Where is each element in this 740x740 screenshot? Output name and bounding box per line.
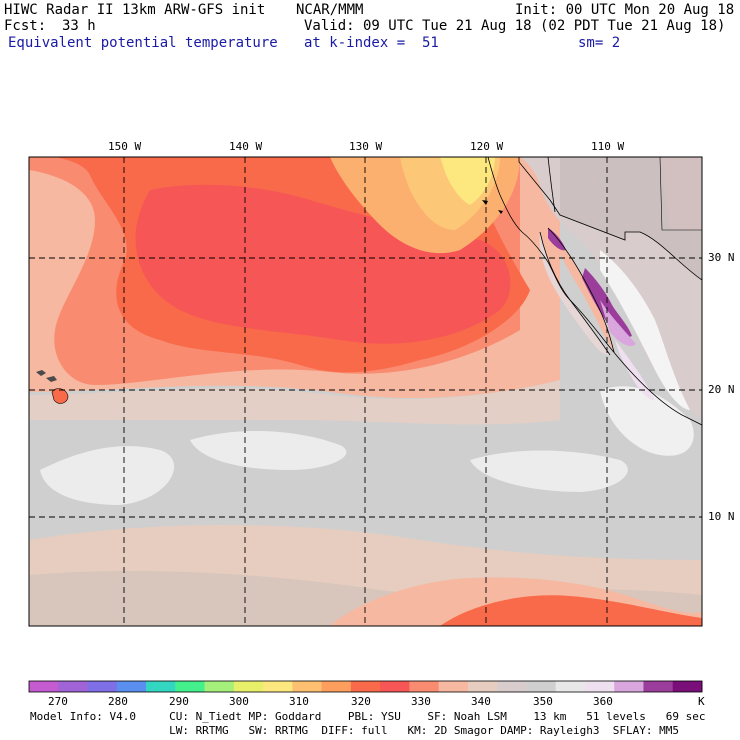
lon-label-110w: 110 W bbox=[591, 140, 625, 153]
legend-colorbar bbox=[28, 680, 703, 693]
theta-e-field bbox=[29, 157, 702, 626]
lat-label-20n: 20 N bbox=[708, 383, 735, 396]
legend-label-360: 360 bbox=[593, 695, 613, 708]
lon-label-150w: 150 W bbox=[108, 140, 142, 153]
legend-swatch bbox=[233, 681, 264, 692]
legend-swatch bbox=[643, 681, 674, 692]
lon-label-130w: 130 W bbox=[349, 140, 383, 153]
valid-time: Valid: 09 UTC Tue 21 Aug 18 (02 PDT Tue … bbox=[304, 18, 726, 34]
level-index: at k-index = 51 bbox=[304, 35, 439, 51]
legend-label-330: 330 bbox=[411, 695, 431, 708]
legend-swatch bbox=[409, 681, 440, 692]
forecast-hour: 33 h bbox=[62, 18, 96, 34]
init-time: Init: 00 UTC Mon 20 Aug 18 bbox=[515, 2, 735, 18]
legend-label-280: 280 bbox=[108, 695, 128, 708]
legend-swatch bbox=[321, 681, 352, 692]
lon-label-140w: 140 W bbox=[229, 140, 263, 153]
legend-swatch bbox=[526, 681, 557, 692]
model-info-line1: Model Info: V4.0 CU: N_Tiedt MP: Goddard… bbox=[30, 710, 706, 723]
field-name: Equivalent potential temperature bbox=[8, 35, 278, 51]
map-frame bbox=[28, 156, 703, 627]
legend-swatch bbox=[29, 681, 59, 692]
legend-label-270: 270 bbox=[48, 695, 68, 708]
lat-label-10n: 10 N bbox=[708, 510, 735, 523]
legend-swatch bbox=[87, 681, 118, 692]
legend-swatch bbox=[614, 681, 644, 692]
legend-swatch bbox=[497, 681, 527, 692]
legend-swatch bbox=[672, 681, 703, 692]
model-info-line2: LW: RRTMG SW: RRTMG DIFF: full KM: 2D Sm… bbox=[30, 724, 680, 737]
legend-swatch bbox=[146, 681, 176, 692]
legend-unit: K bbox=[698, 695, 705, 708]
legend-swatch bbox=[350, 681, 381, 692]
legend-swatch bbox=[584, 681, 615, 692]
smoothing-value: sm= 2 bbox=[578, 35, 621, 51]
legend-label-340: 340 bbox=[471, 695, 491, 708]
legend-label-290: 290 bbox=[169, 695, 189, 708]
legend-swatch bbox=[263, 681, 293, 692]
legend-label-320: 320 bbox=[351, 695, 371, 708]
legend-swatch bbox=[116, 681, 147, 692]
legend-label-350: 350 bbox=[533, 695, 553, 708]
legend-swatch bbox=[292, 681, 323, 692]
organization: NCAR/MMM bbox=[296, 2, 364, 18]
legend-label-310: 310 bbox=[289, 695, 309, 708]
legend-label-300: 300 bbox=[229, 695, 249, 708]
legend-swatch bbox=[58, 681, 89, 692]
legend-swatch bbox=[555, 681, 586, 692]
legend-swatch bbox=[438, 681, 469, 692]
model-title: HIWC Radar II 13km ARW-GFS init bbox=[4, 2, 266, 18]
legend-frame bbox=[28, 680, 703, 693]
legend-swatch bbox=[175, 681, 206, 692]
forecast-label: Fcst: bbox=[4, 18, 47, 34]
legend-swatch bbox=[380, 681, 410, 692]
legend-swatch bbox=[467, 681, 498, 692]
legend-swatch bbox=[204, 681, 235, 692]
lon-label-120w: 120 W bbox=[470, 140, 504, 153]
lat-label-30n: 30 N bbox=[708, 251, 735, 264]
